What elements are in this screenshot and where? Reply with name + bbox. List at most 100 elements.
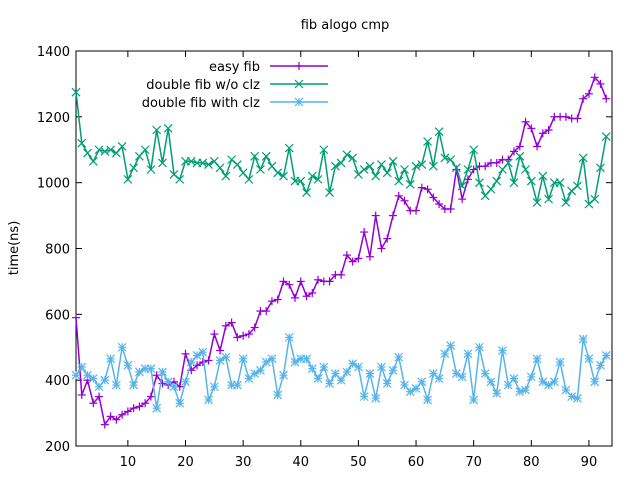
data-point [573, 114, 582, 123]
data-point [446, 155, 456, 165]
series-1 [71, 87, 611, 209]
data-point [100, 375, 110, 385]
data-point [313, 174, 323, 184]
data-point [601, 351, 611, 360]
data-point [584, 354, 594, 364]
data-point [158, 367, 167, 377]
data-point [503, 158, 513, 168]
data-point [88, 156, 98, 166]
data-point [290, 357, 300, 367]
data-point [198, 358, 207, 367]
data-point [440, 349, 450, 359]
legend: easy fib double fib w/o clz double fib wit… [142, 60, 328, 111]
data-point [365, 252, 374, 261]
data-point [273, 390, 283, 400]
legend-marker [294, 97, 304, 107]
data-point [221, 171, 231, 181]
data-point [509, 178, 519, 188]
data-point [175, 174, 185, 184]
data-point [371, 393, 381, 403]
x-tick-label: 50 [350, 455, 367, 470]
data-point [302, 354, 311, 364]
data-point [77, 362, 87, 372]
data-point [336, 375, 346, 385]
data-point [590, 73, 599, 82]
data-point [602, 94, 611, 103]
data-point [417, 160, 427, 169]
data-point [601, 132, 611, 142]
y-tick-label: 400 [45, 374, 70, 389]
data-point [232, 160, 242, 169]
data-point [360, 228, 369, 237]
data-point [446, 341, 456, 351]
data-point [181, 377, 190, 387]
data-point [481, 162, 490, 171]
data-point [204, 356, 213, 365]
data-point [521, 117, 530, 126]
data-point [510, 147, 519, 156]
data-point [359, 392, 369, 402]
data-point [285, 280, 294, 289]
data-point [434, 127, 444, 137]
x-tick-label: 10 [120, 455, 137, 470]
data-point [296, 176, 306, 186]
data-point [544, 194, 554, 204]
data-point [394, 352, 404, 362]
data-point [342, 367, 352, 377]
data-point [77, 390, 86, 399]
data-point [169, 382, 179, 392]
series-2 [71, 332, 611, 413]
data-point [515, 142, 524, 151]
data-point [590, 194, 600, 204]
data-point [377, 160, 386, 169]
data-point [417, 377, 427, 387]
data-point [325, 379, 335, 388]
data-point [567, 392, 577, 402]
data-point [267, 354, 277, 364]
data-point [250, 369, 260, 379]
legend-label: double fib with clz [142, 96, 260, 111]
data-point [325, 277, 334, 286]
data-point [515, 387, 525, 397]
data-point [146, 165, 156, 174]
data-point [72, 313, 80, 322]
data-point [175, 398, 185, 408]
data-point [111, 380, 121, 390]
data-point [313, 374, 323, 383]
data-point [123, 360, 133, 370]
data-point [526, 176, 536, 186]
legend-label: double fib w/o clz [146, 78, 260, 93]
data-point [83, 370, 92, 380]
data-point [353, 362, 363, 372]
data-point [302, 292, 311, 301]
x-tick-label: 80 [523, 455, 540, 470]
data-point [296, 277, 305, 286]
data-point [232, 380, 242, 390]
data-point [572, 181, 582, 191]
data-point [538, 171, 548, 181]
data-point [100, 420, 109, 429]
data-point [480, 369, 490, 379]
y-tick-label: 800 [45, 243, 70, 258]
data-point [141, 399, 150, 408]
data-point [412, 206, 421, 215]
data-point [216, 346, 225, 355]
data-point [181, 349, 190, 358]
data-point [284, 332, 294, 342]
data-point [371, 211, 380, 220]
data-point [279, 277, 288, 286]
data-point [423, 137, 432, 146]
data-point [486, 184, 496, 194]
data-point [330, 161, 340, 171]
data-point [572, 393, 582, 403]
data-point [129, 404, 138, 413]
data-point [146, 364, 156, 374]
data-point [94, 145, 104, 155]
data-point [284, 143, 294, 153]
data-point [348, 359, 358, 369]
data-point [221, 352, 231, 362]
data-point [446, 205, 455, 213]
data-point [106, 354, 116, 364]
data-point [584, 89, 593, 98]
